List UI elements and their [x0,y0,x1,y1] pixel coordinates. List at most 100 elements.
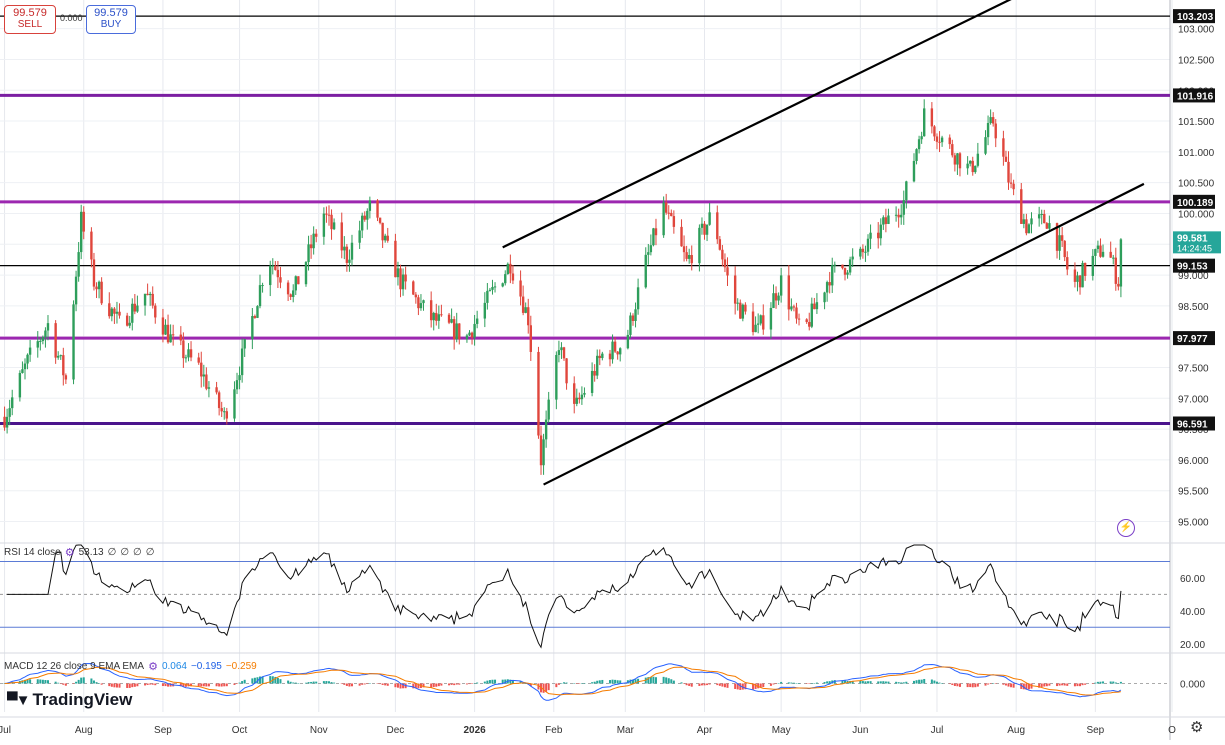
candle-body [682,246,686,253]
price-tick-label: 101.500 [1178,117,1215,128]
candle-body [256,306,259,318]
candle-body [381,222,384,241]
flash-icon[interactable]: ⚡ [1117,519,1135,537]
candle-body [703,223,706,235]
candle-body [23,363,27,370]
macd-histogram-bar [826,681,829,684]
macd-histogram-bar [310,681,313,684]
candle-body [562,347,566,359]
candle-body [797,318,801,320]
trend-channel-line [543,182,1145,486]
candle-body [251,316,254,340]
candle-body [897,214,900,218]
indicator-settings-icon[interactable]: ⚙ [64,547,75,559]
price-tick-label: 95.500 [1178,487,1209,498]
rsi-tick-label: 20.00 [1180,640,1205,651]
last-price-label: 99.581 [1177,233,1208,244]
candle-body [289,294,292,297]
candle-body [41,337,45,341]
macd-histogram-bar [412,683,415,689]
macd-histogram-bar [41,679,44,684]
macd-histogram-bar [626,680,629,684]
candle-body [933,126,936,137]
macd-histogram-bar [435,683,438,687]
macd-histogram-bar [345,683,348,686]
empty-value: ∅ [120,547,130,558]
candle-body [823,292,826,303]
candle-body [521,296,525,313]
rsi-legend[interactable]: RSI 14 close ⚙ 53.13 ∅ ∅ ∅ ∅ [4,546,154,559]
candle-body [340,222,343,251]
candle-body [700,223,704,228]
candle-body [529,325,532,352]
candle-body [154,305,157,318]
candle-body [376,200,379,218]
macd-histogram-bar [667,678,670,684]
macd-histogram-bar [225,683,228,687]
candle-body [315,233,318,237]
macd-histogram-bar [161,683,164,686]
macd-histogram-bar [98,683,101,684]
macd-histogram-bar [560,683,563,684]
buy-label: BUY [100,19,122,30]
macd-histogram-bar [223,683,226,687]
tradingview-logo[interactable]: ▀▼ TradingView [7,690,132,710]
sell-button[interactable]: 99.579 SELL [4,5,56,34]
level-label-box [1173,88,1215,103]
macd-histogram-bar [1073,683,1076,687]
macd-histogram-bar [322,681,325,684]
candle-body [297,276,300,285]
macd-histogram-bar [361,683,364,685]
settings-icon[interactable]: ⚙ [1190,719,1204,736]
buy-price: 99.579 [94,7,128,19]
macd-histogram-bar [396,683,399,688]
candle-body [547,399,550,420]
candle-body [269,265,272,286]
indicator-settings-icon[interactable]: ⚙ [148,661,158,673]
macd-histogram-bar [504,679,507,684]
macd-histogram-bar [994,683,997,684]
candle-body [125,315,129,326]
macd-histogram-bar [634,679,637,684]
price-tick-label: 97.500 [1178,363,1209,374]
candle-body [940,137,944,143]
candle-body [573,383,576,404]
level-label-box [1173,258,1215,273]
candle-body [39,340,42,342]
candle-body [634,309,637,321]
macd-histogram-bar [1081,683,1084,686]
candle-body [506,263,510,275]
candle-body [555,354,558,400]
macd-signal-value: −0.259 [225,661,257,672]
macd-histogram-bar [386,683,389,686]
candle-body [253,316,257,318]
macd-histogram-bar [511,680,514,684]
candle-body [62,355,65,376]
candle-body [670,212,673,217]
macd-histogram-bar [233,683,236,685]
price-tick-label: 102.500 [1178,55,1215,66]
macd-histogram-bar [366,683,369,684]
candle-body [917,139,921,150]
macd-histogram-bar [394,683,397,688]
macd-histogram-bar [912,680,915,684]
buy-button[interactable]: 99.579 BUY [86,5,136,34]
macd-histogram-bar [64,683,67,686]
candle-body [1060,235,1064,241]
price-tick-label: 99.000 [1178,271,1209,282]
candle-body [419,303,423,309]
candle-body [772,293,775,308]
macd-histogram-bar [1094,682,1097,684]
candle-body [1043,213,1046,224]
macd-histogram-bar [915,680,918,684]
macd-histogram-bar [698,683,701,686]
candle-body [879,224,882,239]
bar-countdown: 14:24:45 [1177,243,1212,253]
macd-histogram-bar [596,680,599,684]
time-tick-label: Feb [545,725,563,736]
macd-histogram-bar [792,682,795,684]
macd-histogram-bar [179,683,182,687]
macd-legend[interactable]: MACD 12 26 close 9 EMA EMA ⚙ 0.064 −0.19… [4,660,257,673]
